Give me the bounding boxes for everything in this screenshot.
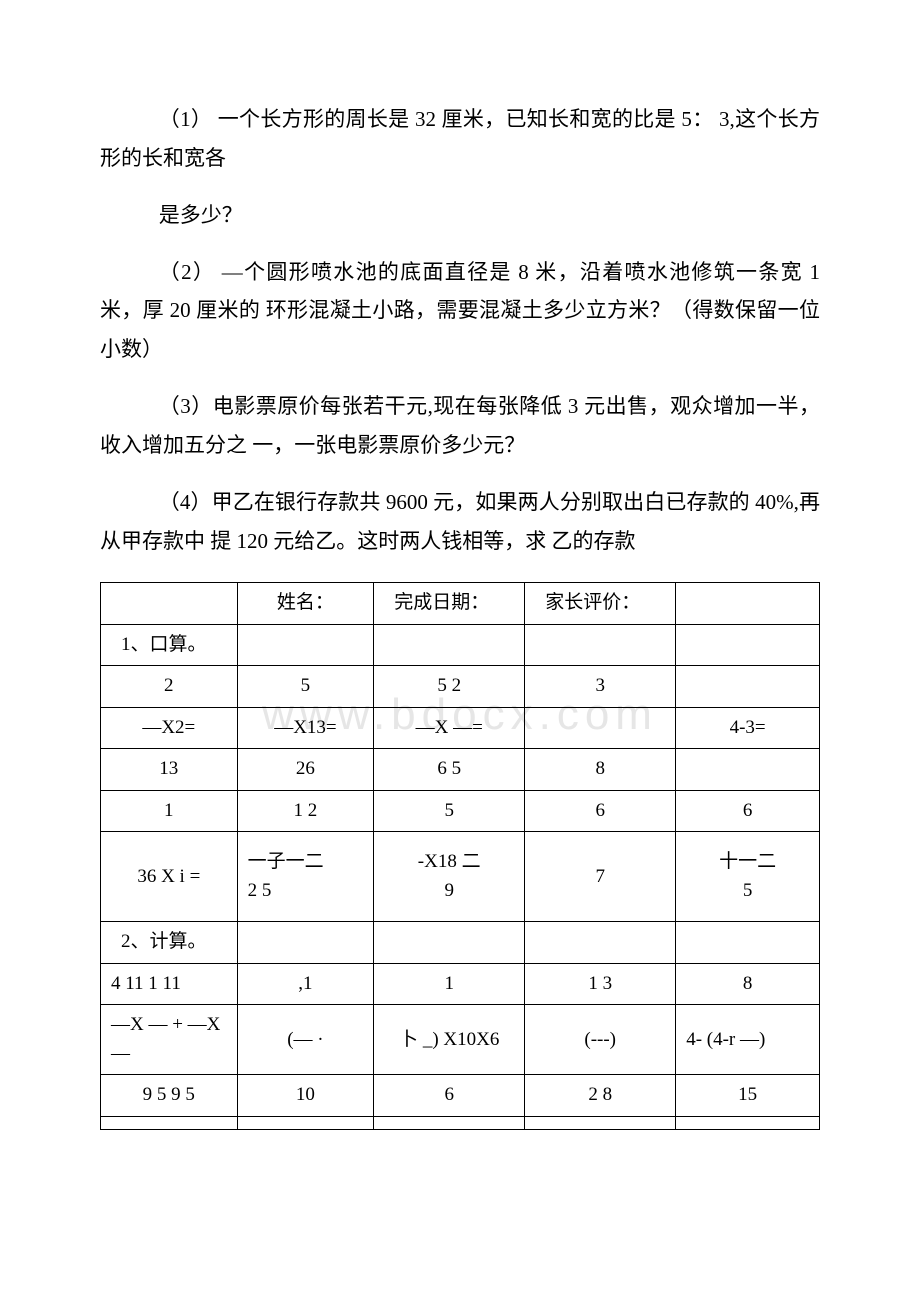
table-cell [101,583,238,625]
table-cell: 8 [525,749,676,791]
table-cell: 1 [101,790,238,832]
table-cell: 一子一二2 5 [237,832,374,922]
table-cell: —X13= [237,707,374,749]
table-cell: 6 [676,790,820,832]
table-cell: 十一二5 [676,832,820,922]
worksheet-table: 姓名： 完成日期： 家长评价： 1、口算。 2 5 5 2 3 —X2= [100,582,820,1130]
table-cell [676,749,820,791]
table-cell: 完成日期： [374,583,525,625]
table-cell: 15 [676,1075,820,1117]
table-cell [525,922,676,964]
table-cell: 10 [237,1075,374,1117]
question-2: （2） —个圆形喷水池的底面直径是 8 米，沿着喷水池修筑一条宽 1 米，厚 2… [100,253,820,370]
table-cell: 8 [676,963,820,1005]
table-cell [374,922,525,964]
table-row: 4 11 1 11 ,1 1 1 3 8 [101,963,820,1005]
table-cell [676,624,820,666]
table-cell [525,624,676,666]
table-cell: -X18 二9 [374,832,525,922]
table-cell: 1 2 [237,790,374,832]
table-cell: 6 5 [374,749,525,791]
table-cell: 6 [525,790,676,832]
table-cell: 2、计算。 [101,922,238,964]
table-cell: 7 [525,832,676,922]
table-cell: (---) [525,1005,676,1075]
table-cell [676,583,820,625]
table-row [101,1116,820,1129]
table-row: 36 X i = 一子一二2 5 -X18 二9 7 十一二5 [101,832,820,922]
table-cell: 4-3= [676,707,820,749]
table-cell: 5 [237,666,374,708]
question-3: （3）电影票原价每张若干元,现在每张降低 3 元出售，观众增加一半，收入增加五分… [100,387,820,465]
table-cell [237,922,374,964]
table-cell: 13 [101,749,238,791]
table-cell: 1、口算。 [101,624,238,666]
table-cell: 家长评价： [525,583,676,625]
table-row: 1、口算。 [101,624,820,666]
table-cell: 4- (4-r —) [676,1005,820,1075]
table-cell [237,1116,374,1129]
table-row: 2 5 5 2 3 [101,666,820,708]
table-cell: ,1 [237,963,374,1005]
question-4: （4）甲乙在银行存款共 9600 元，如果两人分别取出白已存款的 40%,再从甲… [100,483,820,561]
table-cell: —X — + —X — [101,1005,238,1075]
table-cell: (— · [237,1005,374,1075]
table-cell [676,666,820,708]
table-cell: 2 8 [525,1075,676,1117]
table-cell: —X —= [374,707,525,749]
table-cell [525,1116,676,1129]
table-cell: 1 3 [525,963,676,1005]
table-row: 姓名： 完成日期： 家长评价： [101,583,820,625]
table-cell: 6 [374,1075,525,1117]
table-cell [525,707,676,749]
table-row: 13 26 6 5 8 [101,749,820,791]
table-cell: 3 [525,666,676,708]
table-row: —X — + —X — (— · 卜 _) X10X6 (---) 4- (4-… [101,1005,820,1075]
table-cell [237,624,374,666]
worksheet-table-wrap: www.bdocx.com 姓名： 完成日期： 家长评价： 1、口算。 2 [100,582,820,1130]
table-cell [374,624,525,666]
table-cell: —X2= [101,707,238,749]
table-cell: 姓名： [237,583,374,625]
table-cell: 36 X i = [101,832,238,922]
table-cell: 26 [237,749,374,791]
table-cell: 2 [101,666,238,708]
table-cell: 4 11 1 11 [101,963,238,1005]
table-cell: 1 [374,963,525,1005]
table-row: —X2= —X13= —X —= 4-3= [101,707,820,749]
table-cell [101,1116,238,1129]
table-row: 1 1 2 5 6 6 [101,790,820,832]
table-cell [676,922,820,964]
table-cell: 5 [374,790,525,832]
table-cell: 9 5 9 5 [101,1075,238,1117]
table-cell: 卜 _) X10X6 [374,1005,525,1075]
question-1-line2: 是多少？ [100,196,820,235]
table-cell [374,1116,525,1129]
table-row: 2、计算。 [101,922,820,964]
table-row: 9 5 9 5 10 6 2 8 15 [101,1075,820,1117]
table-cell [676,1116,820,1129]
question-1-line1: （1） 一个长方形的周长是 32 厘米，已知长和宽的比是 5： 3,这个长方形的… [100,100,820,178]
table-cell: 5 2 [374,666,525,708]
